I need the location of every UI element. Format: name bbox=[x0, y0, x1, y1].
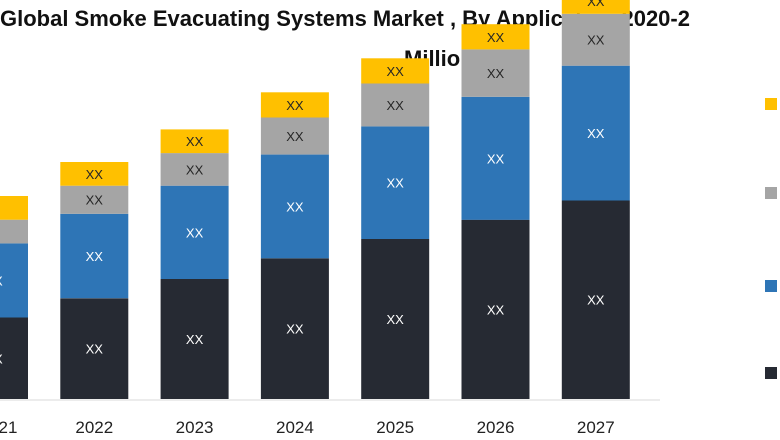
bar-segment-1-2023 bbox=[160, 279, 229, 399]
bar-segment-4-2024 bbox=[260, 92, 329, 118]
data-label-4-2024: XX bbox=[286, 98, 304, 113]
data-label-1-2026: XX bbox=[487, 302, 505, 317]
x-tick-2027: 2027 bbox=[577, 418, 615, 437]
bar-segment-4-2023 bbox=[160, 129, 229, 154]
bar-segment-3-21 bbox=[0, 219, 28, 244]
bar-segment-1-21 bbox=[0, 317, 28, 399]
bar-segment-2-2023 bbox=[160, 185, 229, 279]
bar-segment-2-2024 bbox=[260, 154, 329, 259]
x-tick-2023: 2023 bbox=[176, 418, 214, 437]
legend bbox=[765, 98, 777, 379]
data-label-2-21: XX bbox=[0, 274, 3, 289]
x-tick-2025: 2025 bbox=[376, 418, 414, 437]
bar-segment-3-2024 bbox=[260, 117, 329, 155]
data-label-1-2027: XX bbox=[587, 293, 605, 308]
bar-segment-1-2027 bbox=[561, 200, 630, 399]
bar-segment-2-2026 bbox=[461, 96, 530, 220]
data-label-3-2024: XX bbox=[286, 129, 304, 144]
data-label-3-2027: XX bbox=[587, 33, 605, 48]
data-label-3-2023: XX bbox=[186, 162, 204, 177]
data-label-2-2027: XX bbox=[587, 126, 605, 141]
bar-segment-4-2027 bbox=[561, 0, 630, 14]
legend-swatch-3 bbox=[765, 187, 777, 199]
bar-segment-4-2022 bbox=[60, 162, 129, 186]
bar-segment-3-2023 bbox=[160, 153, 229, 186]
x-tick-21: 21 bbox=[0, 418, 17, 437]
x-tick-2024: 2024 bbox=[276, 418, 314, 437]
data-label-4-2026: XX bbox=[487, 30, 505, 45]
data-label-1-2022: XX bbox=[86, 342, 104, 357]
bar-segment-4-2026 bbox=[461, 24, 530, 50]
legend-swatch-4 bbox=[765, 98, 777, 110]
data-label-3-2025: XX bbox=[387, 98, 405, 113]
bar-segment-3-2025 bbox=[361, 83, 430, 127]
data-label-2-2026: XX bbox=[487, 151, 505, 166]
data-label-3-2022: XX bbox=[86, 193, 104, 208]
bar-segment-1-2026 bbox=[461, 219, 530, 399]
bar-segment-2-2022 bbox=[60, 213, 129, 299]
legend-swatch-2 bbox=[765, 280, 777, 292]
data-label-2-2024: XX bbox=[286, 199, 304, 214]
bar-segment-1-2024 bbox=[260, 258, 329, 399]
bar-segment-2-2027 bbox=[561, 65, 630, 201]
x-tick-2026: 2026 bbox=[477, 418, 515, 437]
data-label-4-2022: XX bbox=[86, 167, 104, 182]
data-label-3-2026: XX bbox=[487, 66, 505, 81]
bar-segment-4-21 bbox=[0, 196, 28, 220]
bar-segment-1-2022 bbox=[60, 298, 129, 399]
bars-group: XX XX XX XX XX XX XX XX XX XX XX XX XX XX XX XX XX XX XX XX… bbox=[0, 0, 630, 399]
legend-swatch-1 bbox=[765, 367, 777, 379]
bar-segment-2-21 bbox=[0, 243, 28, 318]
x-tick-2022: 2022 bbox=[75, 418, 113, 437]
data-label-2-2023: XX bbox=[186, 225, 204, 240]
data-label-2-2025: XX bbox=[387, 176, 405, 191]
bar-segment-3-2022 bbox=[60, 185, 129, 214]
data-label-4-2023: XX bbox=[186, 134, 204, 149]
bar-segment-3-2027 bbox=[561, 13, 630, 66]
data-label-1-2024: XX bbox=[286, 322, 304, 337]
bar-segment-1-2025 bbox=[361, 239, 430, 399]
data-label-1-2025: XX bbox=[387, 312, 405, 327]
bar-segment-3-2026 bbox=[461, 49, 530, 97]
data-label-2-2022: XX bbox=[86, 249, 104, 264]
data-label-1-2023: XX bbox=[186, 332, 204, 347]
data-label-4-2027: XX bbox=[587, 0, 605, 9]
data-label-1-21: XX bbox=[0, 351, 3, 366]
x-tick-labels: 21 2022 2023 2024 2025 2026 2027 bbox=[0, 418, 615, 437]
bar-segment-2-2025 bbox=[361, 126, 430, 239]
data-label-4-2025: XX bbox=[387, 64, 405, 79]
bar-segment-4-2025 bbox=[361, 58, 430, 84]
